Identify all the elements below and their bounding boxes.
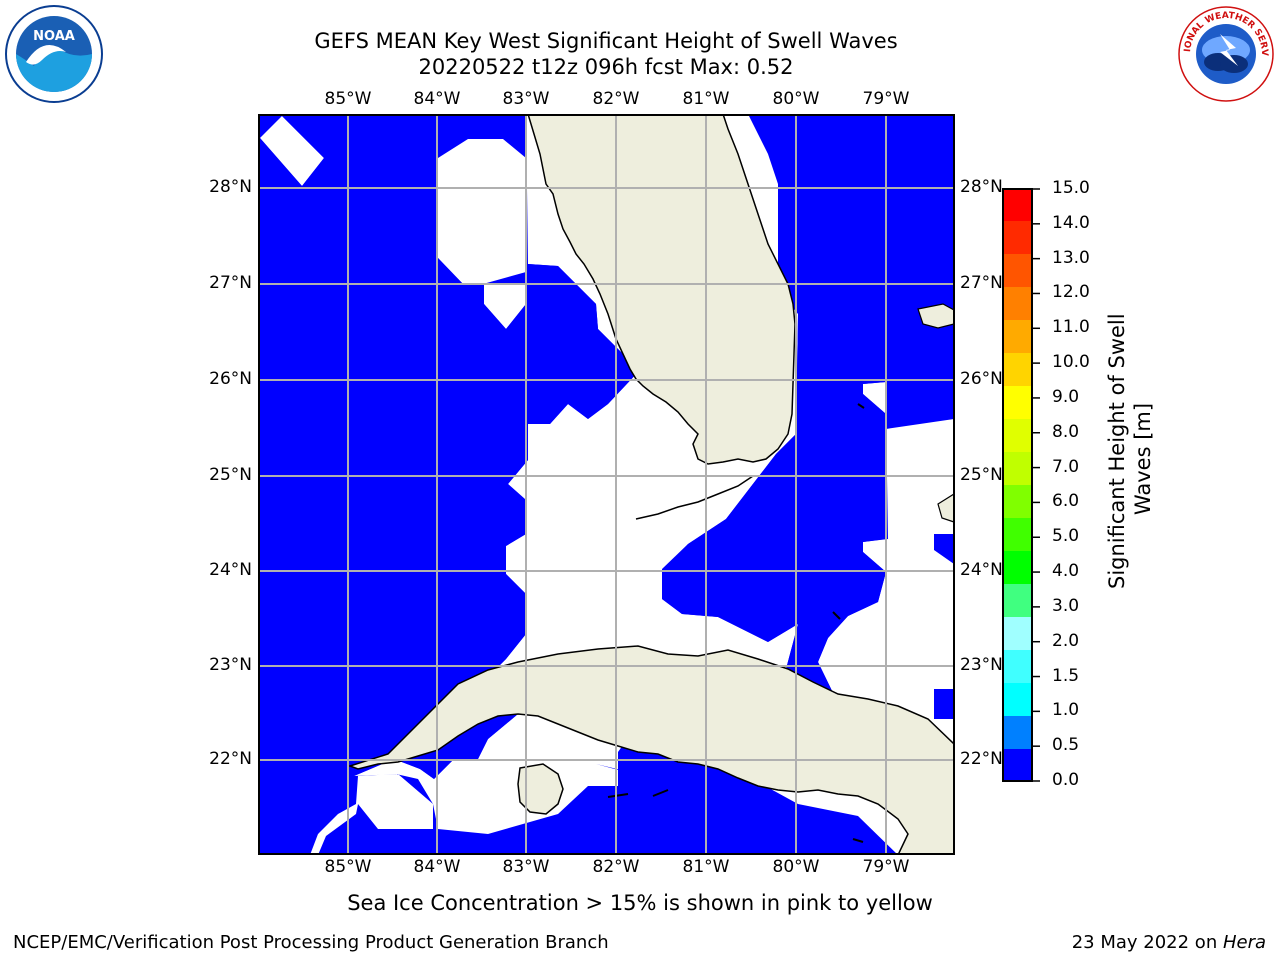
- lon-label-bottom: 85°W: [324, 857, 372, 877]
- florida-keys: [635, 475, 754, 520]
- lon-label-top: 79°W: [862, 89, 910, 109]
- lon-label-top: 85°W: [324, 89, 372, 109]
- map-frame: [258, 114, 955, 855]
- colorbar-tick-label: 12.0: [1052, 282, 1090, 303]
- map-title: GEFS MEAN Key West Significant Height of…: [314, 29, 898, 53]
- colorbar-tick-label: 0.0: [1052, 770, 1080, 790]
- cuba-land: [347, 645, 955, 855]
- colorbar-tick-label: 15.0: [1052, 178, 1090, 198]
- map-subtitle: 20220522 t12z 096h fcst Max: 0.52: [418, 55, 794, 79]
- colorbar-label-line2: Waves [m]: [1131, 402, 1155, 516]
- colorbar-segment: [1002, 485, 1032, 519]
- small-cays: [607, 403, 865, 843]
- colorbar: [1002, 188, 1040, 782]
- graticule: [258, 114, 955, 855]
- lon-label-bottom: 82°W: [592, 857, 640, 877]
- colorbar-frame: [1002, 188, 1033, 782]
- nws-logo: NATIONAL WEATHER SERVICE: [1176, 4, 1274, 102]
- footer-branch: NCEP/EMC/Verification Post Processing Pr…: [13, 932, 609, 953]
- bahamas-land: [917, 303, 955, 329]
- lat-label-right: 23°N: [960, 655, 1003, 675]
- colorbar-tick-label: 7.0: [1052, 456, 1080, 477]
- lat-label-left: 22°N: [209, 749, 252, 769]
- colorbar-tick-label: 14.0: [1052, 212, 1090, 233]
- lat-label-left: 24°N: [209, 560, 252, 580]
- lat-label-right: 25°N: [960, 465, 1003, 485]
- colorbar-segment: [1002, 188, 1032, 222]
- lon-label-top: 82°W: [592, 89, 640, 109]
- swell-height-map: [258, 114, 955, 855]
- colorbar-tick-label: 3.0: [1052, 595, 1080, 616]
- colorbar-tick-label: 2.0: [1052, 630, 1080, 651]
- colorbar-segment: [1002, 749, 1032, 782]
- colorbar-tick-label: 9.0: [1052, 386, 1080, 407]
- colorbar-segment: [1002, 617, 1032, 651]
- colorbar-tick-label: 4.0: [1052, 561, 1080, 582]
- lon-label-bottom: 83°W: [502, 857, 550, 877]
- ocean-patches: [258, 114, 954, 855]
- colorbar-tick-label: 1.5: [1052, 665, 1080, 686]
- lon-label-top: 81°W: [682, 89, 730, 109]
- lon-label-bottom: 81°W: [682, 857, 730, 877]
- colorbar-segment: [1002, 716, 1032, 750]
- footer-host: Hera: [1222, 932, 1266, 953]
- colorbar-segment: [1002, 287, 1032, 321]
- colorbar-segment: [1002, 419, 1032, 453]
- colorbar-segment: [1002, 518, 1032, 552]
- sea-ice-note: Sea Ice Concentration > 15% is shown in …: [347, 891, 933, 915]
- footer-date: 23 May 2022 on Hera: [1072, 932, 1266, 953]
- lat-label-left: 28°N: [209, 177, 252, 197]
- lat-label-left: 23°N: [209, 655, 252, 675]
- lon-label-bottom: 79°W: [862, 857, 910, 877]
- lat-label-left: 26°N: [209, 369, 252, 389]
- noaa-logo-text: NOAA: [33, 29, 75, 44]
- colorbar-segment: [1002, 584, 1032, 618]
- lat-label-right: 27°N: [960, 273, 1003, 293]
- colorbar-segment: [1002, 320, 1032, 354]
- lat-label-right: 24°N: [960, 560, 1003, 580]
- isle-of-youth-land: [517, 763, 564, 815]
- colorbar-segment: [1002, 452, 1032, 486]
- colorbar-tick-label: 10.0: [1052, 352, 1090, 373]
- footer-date-text: 23 May 2022 on: [1071, 932, 1223, 953]
- colorbar-tick-label: 5.0: [1052, 526, 1080, 547]
- colorbar-segment: [1002, 353, 1032, 387]
- colorbar-segment: [1002, 683, 1032, 717]
- colorbar-label: Significant Height of Swell Waves [m]: [1104, 313, 1156, 589]
- colorbar-tick-label: 0.5: [1052, 735, 1080, 756]
- colorbar-segment: [1002, 650, 1032, 684]
- lon-label-bottom: 80°W: [772, 857, 820, 877]
- lat-label-right: 28°N: [960, 177, 1003, 197]
- noaa-logo: NOAA: [5, 5, 103, 103]
- colorbar-tick-label: 6.0: [1052, 491, 1080, 512]
- colorbar-segment: [1002, 551, 1032, 585]
- florida-land: [527, 114, 796, 465]
- lat-label-left: 25°N: [209, 465, 252, 485]
- colorbar-segment: [1002, 221, 1032, 255]
- lon-label-bottom: 84°W: [413, 857, 461, 877]
- colorbar-tick-label: 8.0: [1052, 421, 1080, 442]
- colorbar-tick-label: 11.0: [1052, 317, 1090, 338]
- lon-label-top: 80°W: [772, 89, 820, 109]
- colorbar-segment: [1002, 254, 1032, 288]
- lat-label-left: 27°N: [209, 273, 252, 293]
- colorbar-label-line1: Significant Height of Swell: [1105, 313, 1129, 589]
- lat-label-right: 22°N: [960, 749, 1003, 769]
- lon-label-top: 83°W: [502, 89, 550, 109]
- colorbar-segment: [1002, 386, 1032, 420]
- colorbar-tick-label: 1.0: [1052, 700, 1080, 721]
- lat-label-right: 26°N: [960, 369, 1003, 389]
- lon-label-top: 84°W: [413, 89, 461, 109]
- colorbar-tick-label: 13.0: [1052, 247, 1090, 268]
